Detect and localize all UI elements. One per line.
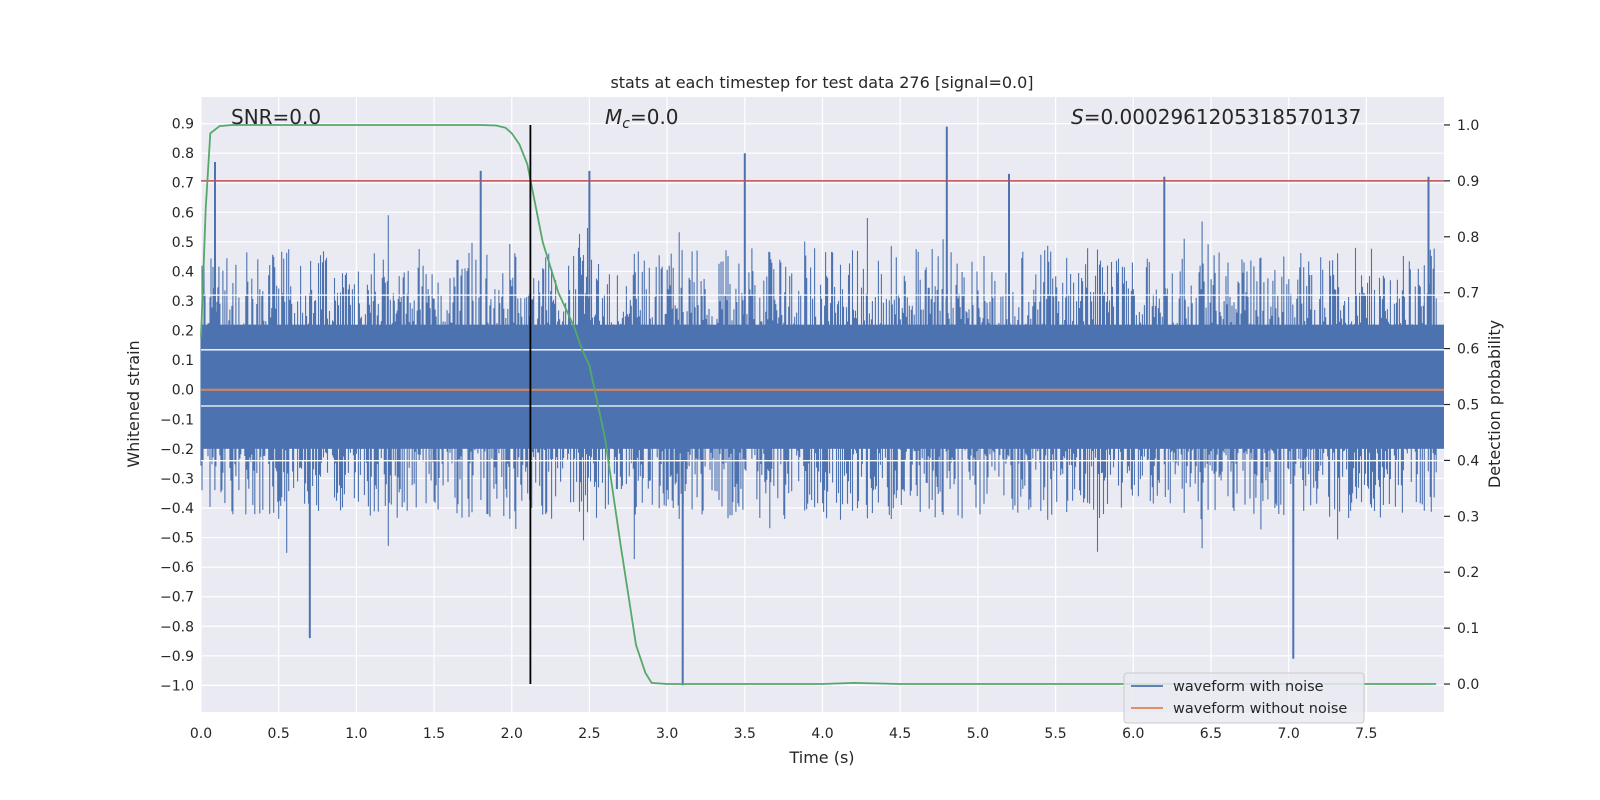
y-tick-label: −0.2 [160,442,194,458]
y-tick-label: 0.6 [172,205,194,221]
y-axis-label: Whitened strain [124,340,143,467]
y-tick-label: −0.8 [160,619,194,635]
y-tick-label: 0.2 [172,324,194,340]
noise-trace [200,215,1437,560]
x-tick-label: 2.0 [501,726,523,742]
y-tick-label: −0.4 [160,501,194,517]
x-tick-label: 4.0 [811,726,833,742]
annotation-mc-subscript: c [622,116,630,132]
legend-label-noise: waveform with noise [1173,679,1324,695]
y-tick-label: 0.4 [172,264,194,280]
x-tick-label: 6.5 [1200,726,1222,742]
overlays [200,124,1444,685]
y2-tick-label: 0.4 [1457,453,1479,469]
x-tick-label: 6.0 [1122,726,1144,742]
x-tick-label: 5.5 [1044,726,1066,742]
y-tick-label: 0.5 [172,235,194,251]
x-tick-label: 7.0 [1277,726,1299,742]
x-tick-label: 5.0 [967,726,989,742]
legend-label-clean: waveform without noise [1173,701,1347,717]
y2-tick-label: 0.6 [1457,342,1479,358]
x-tick-label: 3.0 [656,726,678,742]
x-tick-label: 1.0 [345,726,367,742]
chart-title: stats at each timestep for test data 276… [610,73,1033,92]
annotation-s: S=0.0002961205318570137 [1071,105,1361,129]
y2-axis-ticks: 1.0 0.9 0.8 0.7 0.6 0.5 0.4 0.3 0.2 0.1 0.0 [1444,118,1479,693]
x-tick-label: 1.5 [423,726,445,742]
y-tick-label: −1.0 [160,678,194,694]
y-tick-label: −0.5 [160,531,194,547]
y-tick-label: −0.1 [160,412,194,428]
series-detection-probability [200,124,1437,685]
annotation-s-symbol: S [1071,105,1084,129]
y2-axis-label: Detection probability [1485,320,1504,488]
y-tick-label: 0.1 [172,353,194,369]
y2-tick-label: 0.2 [1457,565,1479,581]
x-tick-label: 3.5 [734,726,756,742]
y-tick-label: 0.9 [172,117,194,133]
y-tick-label: 0.3 [172,294,194,310]
annotation-mc-symbol: M [605,105,622,129]
annotation-s-value: =0.0002961205318570137 [1084,105,1362,129]
y-axis-ticks: 0.9 0.8 0.7 0.6 0.5 0.4 0.3 0.2 0.1 0.0 −0.1 −0.2 −0… [160,117,194,695]
y2-tick-label: 0.1 [1457,621,1479,637]
annotation-mc: Mc=0.0 [605,105,679,132]
y-tick-label: −0.6 [160,560,194,576]
y2-tick-label: 1.0 [1457,118,1479,134]
x-axis-label: Time (s) [788,748,854,767]
x-tick-label: 2.5 [578,726,600,742]
y-tick-label: 0.8 [172,146,194,162]
x-tick-label: 0.0 [190,726,212,742]
y-tick-label: −0.3 [160,471,194,487]
legend-box [1123,672,1365,724]
x-tick-label: 4.5 [889,726,911,742]
x-tick-label: 0.5 [268,726,290,742]
y2-tick-label: 0.7 [1457,286,1479,302]
y-tick-label: −0.9 [160,649,194,665]
y-tick-label: −0.7 [160,590,194,606]
y2-tick-label: 0.0 [1457,677,1479,693]
annotation-snr: SNR=0.0 [231,105,321,129]
noise-spikes [214,126,1430,686]
y2-tick-label: 0.5 [1457,398,1479,414]
y-tick-label: 0.0 [172,383,194,399]
series-waveform-with-noise [200,126,1444,686]
x-tick-label: 7.5 [1355,726,1377,742]
x-axis-ticks: 0.0 0.5 1.0 1.5 2.0 2.5 3.0 3.5 4.0 4.5 5.0 5.5 6.0 6… [190,726,1378,742]
y2-tick-label: 0.9 [1457,174,1479,190]
y-tick-label: 0.7 [172,176,194,192]
annotation-mc-value: =0.0 [630,105,679,129]
legend: waveform with noise waveform without noi… [1123,672,1365,724]
y2-tick-label: 0.8 [1457,230,1479,246]
y2-tick-label: 0.3 [1457,509,1479,525]
